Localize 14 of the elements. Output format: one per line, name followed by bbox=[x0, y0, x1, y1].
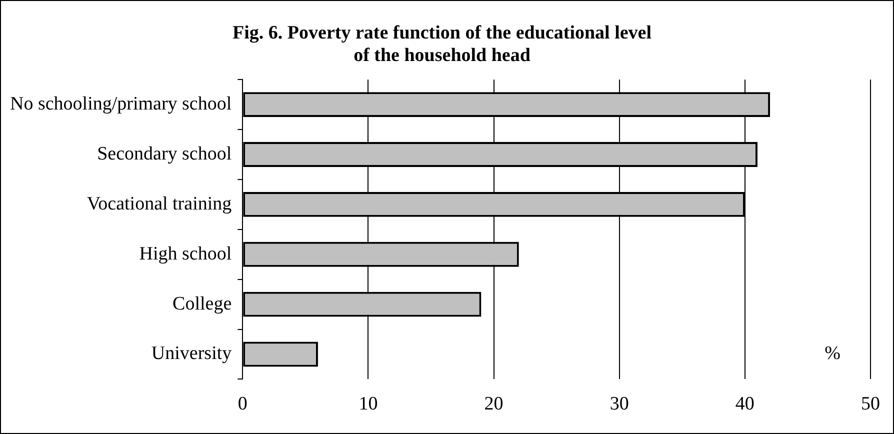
x-tick-label: 10 bbox=[358, 394, 378, 415]
x-tick-label: 50 bbox=[861, 394, 880, 415]
y-tick-label: Vocational training bbox=[86, 193, 232, 214]
x-tick-label: 30 bbox=[610, 394, 629, 415]
x-tick-label: 40 bbox=[735, 394, 754, 415]
x-tick-label: 0 bbox=[238, 394, 248, 415]
y-tick-label: No schooling/primary school bbox=[10, 94, 232, 115]
x-axis-title: % bbox=[824, 343, 841, 364]
y-tick-label: High school bbox=[139, 243, 232, 264]
chart-title: Fig. 6. Poverty rate function of the educational level of the household head bbox=[232, 22, 652, 66]
x-tick-label: 20 bbox=[484, 394, 504, 415]
y-tick-label: Secondary school bbox=[97, 143, 232, 164]
y-tick-label: University bbox=[151, 343, 232, 364]
y-tick-label: College bbox=[172, 293, 232, 314]
